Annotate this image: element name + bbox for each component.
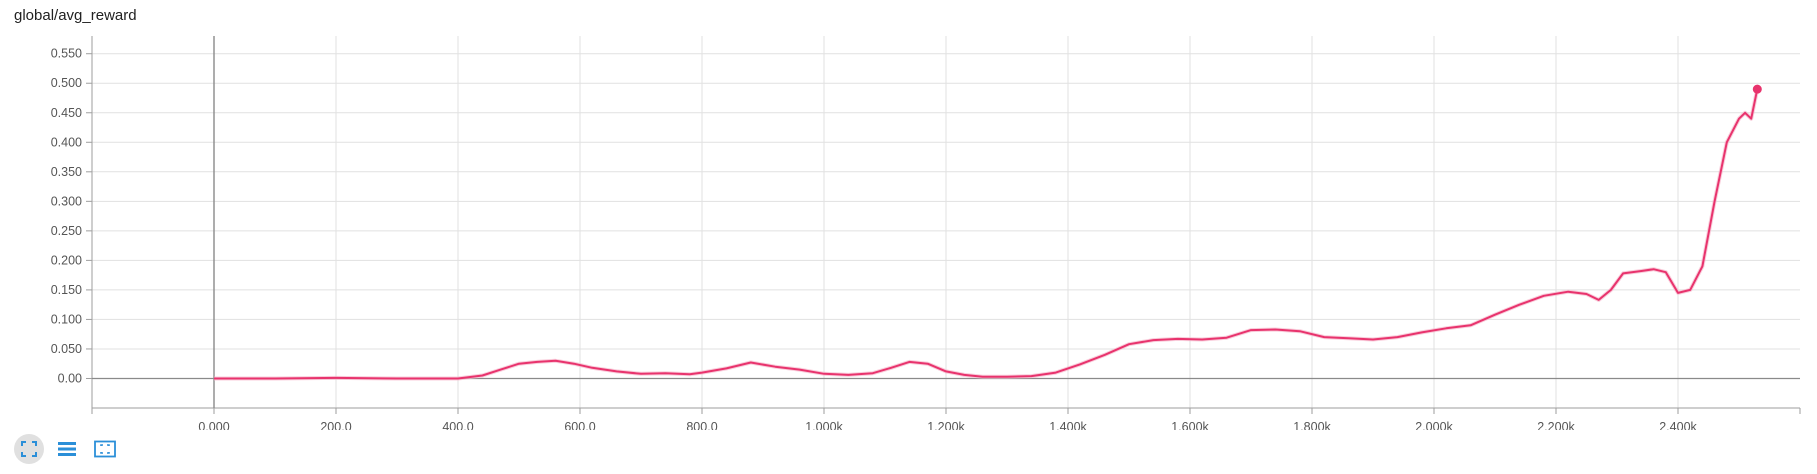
y-tick-label: 0.350	[51, 165, 82, 179]
fit-to-data-icon	[94, 440, 116, 458]
x-tick-label: 1.600k	[1171, 420, 1209, 430]
y-tick-label: 0.100	[51, 312, 82, 326]
series-line-shadow	[214, 88, 1760, 381]
series-line	[214, 88, 1759, 380]
x-tick-label: 2.200k	[1537, 420, 1575, 430]
x-tick-label: 400.0	[442, 420, 473, 430]
x-tick-label: 1.400k	[1049, 420, 1087, 430]
y-tick-label: 0.400	[51, 135, 82, 149]
y-tick-label: 0.450	[51, 106, 82, 120]
chart-toolbar	[14, 434, 120, 464]
chart-title: global/avg_reward	[14, 7, 137, 24]
y-tick-label: 0.500	[51, 76, 82, 90]
y-tick-label: 0.150	[51, 283, 82, 297]
x-tick-label: 200.0	[320, 420, 351, 430]
x-gridlines	[91, 36, 1801, 414]
x-tick-label: 2.000k	[1415, 420, 1453, 430]
series-last-point[interactable]	[1752, 84, 1762, 94]
y-gridlines	[86, 53, 1800, 379]
toggle-log-scale-button[interactable]	[52, 434, 82, 464]
y-tick-label: 0.300	[51, 194, 82, 208]
x-tick-label: 600.0	[564, 420, 595, 430]
x-tick-label: 0.000	[198, 420, 229, 430]
fullscreen-icon	[21, 441, 37, 457]
series-layer	[214, 84, 1762, 381]
y-tick-label: 0.200	[51, 253, 82, 267]
line-chart: 0.000 200.0 400.0 600.0 800.0 1.000k 1.200k 1.4…	[51, 36, 1801, 430]
x-tick-label: 1.000k	[805, 420, 843, 430]
list-icon	[58, 442, 76, 456]
x-tick-label: 800.0	[686, 420, 717, 430]
y-tick-label: 0.550	[51, 47, 82, 61]
x-tick-label: 2.400k	[1659, 420, 1697, 430]
y-tick-label: 0.00	[58, 371, 82, 385]
expand-chart-button[interactable]	[14, 434, 44, 464]
y-tick-labels: 0.00 0.050 0.100 0.150 0.200 0.250 0.300 0.350 0…	[51, 47, 82, 386]
y-tick-label: 0.250	[51, 224, 82, 238]
x-tick-labels: 0.000 200.0 400.0 600.0 800.0 1.000k 1.200k 1.4…	[198, 420, 1697, 430]
y-tick-label: 0.050	[51, 342, 82, 356]
x-tick-label: 1.200k	[927, 420, 965, 430]
fit-domain-button[interactable]	[90, 434, 120, 464]
x-tick-label: 1.800k	[1293, 420, 1331, 430]
